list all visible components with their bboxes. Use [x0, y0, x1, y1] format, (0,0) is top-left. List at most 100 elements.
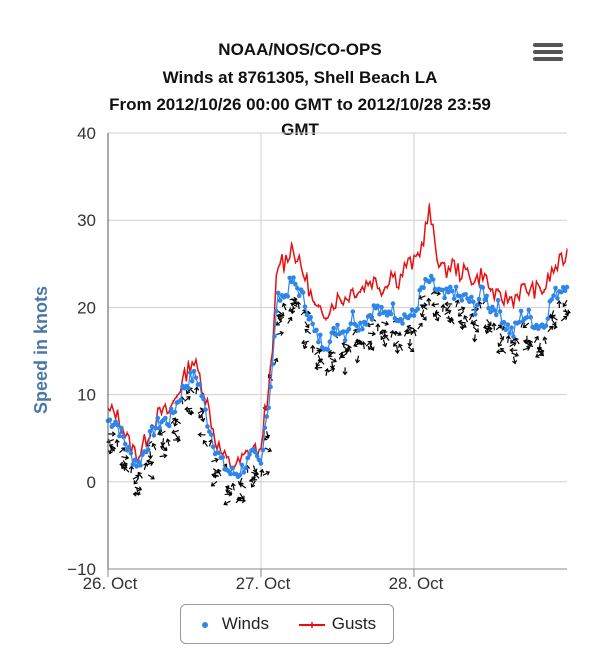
direction-arrow	[367, 342, 373, 351]
winds-point	[264, 414, 270, 419]
winds-point	[333, 332, 338, 338]
legend-item-gusts[interactable]: Gusts	[297, 614, 376, 634]
direction-arrow	[329, 361, 336, 370]
winds-point	[201, 396, 206, 402]
winds-point	[287, 275, 292, 281]
direction-arrow	[365, 340, 372, 347]
winds-point	[375, 303, 380, 309]
direction-arrow	[392, 340, 400, 347]
legend-item-winds[interactable]: Winds	[193, 614, 269, 634]
direction-arrow	[457, 306, 466, 312]
winds-point	[121, 434, 126, 440]
direction-arrow	[431, 302, 439, 308]
direction-arrow	[304, 328, 312, 335]
direction-arrow	[505, 334, 511, 343]
direction-arrow	[485, 327, 493, 333]
direction-arrow	[143, 462, 149, 470]
direction-arrow	[341, 341, 350, 347]
winds-point	[490, 304, 495, 310]
winds-point	[145, 447, 151, 452]
direction-arrow	[211, 472, 220, 478]
direction-arrow	[137, 471, 143, 479]
direction-arrow	[314, 365, 323, 371]
winds-point	[134, 464, 139, 469]
winds-point	[243, 465, 248, 471]
direction-arrows-layer	[106, 288, 571, 506]
hamburger-menu-icon[interactable]	[531, 40, 565, 68]
winds-point	[189, 378, 195, 384]
direction-arrow	[533, 335, 539, 344]
winds-point	[354, 323, 359, 329]
winds-point	[178, 397, 183, 403]
winds-point	[482, 297, 488, 303]
direction-arrow	[471, 322, 480, 327]
direction-arrow	[463, 314, 469, 323]
winds-series-line	[107, 274, 568, 478]
direction-arrow	[275, 320, 283, 326]
winds-point	[507, 331, 512, 336]
winds-point	[560, 285, 566, 290]
direction-arrow	[384, 334, 390, 341]
direction-arrow	[133, 477, 140, 485]
y-tick-label: 0	[87, 473, 96, 492]
direction-arrow	[509, 347, 518, 353]
direction-arrow	[329, 357, 337, 363]
winds-point	[476, 296, 482, 302]
direction-arrow	[407, 338, 413, 348]
winds-point	[289, 279, 294, 285]
legend-gusts-marker	[299, 621, 325, 628]
winds-point	[350, 309, 356, 314]
direction-arrow	[486, 319, 492, 326]
direction-arrow	[556, 300, 562, 309]
direction-arrow	[302, 341, 308, 350]
winds-point	[228, 471, 233, 477]
axis-layer: −10 0 10 20 30 40 26. Oct 27. Oct 28. Oct	[67, 124, 567, 593]
direction-arrow	[551, 319, 557, 327]
winds-point	[503, 327, 509, 333]
winds-point	[446, 289, 451, 295]
direction-arrow	[119, 461, 128, 467]
winds-point	[356, 328, 361, 333]
direction-arrow	[542, 336, 548, 345]
direction-arrow	[499, 333, 505, 341]
winds-point	[379, 304, 384, 310]
winds-point	[562, 288, 568, 294]
winds-point	[157, 425, 162, 431]
chart-title-line-2: Winds at 8761305, Shell Beach LA	[162, 68, 438, 87]
direction-arrow	[459, 322, 465, 331]
winds-point	[275, 290, 281, 296]
winds-point	[256, 457, 262, 463]
direction-arrow	[301, 339, 309, 345]
winds-point	[549, 297, 554, 302]
winds-point	[553, 285, 558, 291]
direction-arrow	[514, 337, 520, 345]
y-tick-label: 10	[77, 386, 96, 405]
winds-point	[317, 332, 323, 338]
chart-title-line-3: From 2012/10/26 00:00 GMT to 2012/10/28 …	[109, 95, 491, 114]
direction-arrow	[119, 447, 126, 454]
direction-arrow	[353, 342, 361, 348]
winds-point	[296, 293, 302, 299]
direction-arrow	[407, 346, 415, 353]
direction-arrow	[457, 319, 466, 325]
direction-arrow	[239, 483, 247, 489]
direction-arrow	[394, 345, 400, 354]
direction-arrow	[500, 347, 507, 354]
winds-point	[151, 433, 157, 438]
direction-arrow	[184, 406, 193, 412]
winds-point	[300, 290, 306, 295]
chart-title-line-4: GMT	[281, 120, 319, 139]
winds-point	[122, 441, 128, 447]
winds-point	[272, 334, 277, 339]
winds-point	[398, 316, 403, 322]
direction-arrow	[259, 468, 265, 477]
direction-arrow	[171, 429, 179, 435]
legend-gusts-label: Gusts	[331, 614, 377, 633]
direction-arrow	[392, 330, 401, 336]
winds-point	[497, 309, 503, 314]
winds-point	[210, 444, 216, 450]
winds-point	[260, 447, 266, 453]
winds-point	[117, 433, 122, 439]
winds-point	[331, 325, 336, 331]
winds-point	[509, 325, 514, 330]
